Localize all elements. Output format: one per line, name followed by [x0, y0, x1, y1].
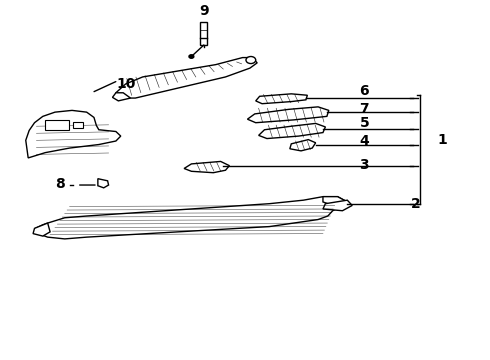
Text: 10: 10 [116, 77, 135, 91]
Circle shape [189, 55, 194, 58]
Text: 3: 3 [360, 158, 369, 172]
Polygon shape [98, 179, 109, 188]
Polygon shape [247, 107, 329, 123]
Text: 6: 6 [360, 84, 369, 98]
Polygon shape [256, 94, 307, 104]
Polygon shape [323, 197, 347, 207]
Polygon shape [290, 140, 316, 151]
Polygon shape [113, 93, 130, 101]
Text: 1: 1 [438, 133, 447, 147]
Polygon shape [33, 223, 50, 236]
Circle shape [246, 57, 256, 64]
Text: 9: 9 [199, 4, 208, 18]
Polygon shape [184, 161, 229, 173]
Text: 8: 8 [55, 177, 65, 191]
Polygon shape [323, 200, 352, 211]
Polygon shape [259, 123, 325, 139]
Text: 5: 5 [360, 116, 369, 130]
Polygon shape [116, 58, 257, 98]
Bar [74, 122, 83, 128]
Text: 2: 2 [411, 197, 420, 211]
Polygon shape [35, 197, 347, 239]
Polygon shape [26, 111, 121, 158]
Text: 4: 4 [360, 134, 369, 148]
Bar [45, 120, 69, 130]
Text: 7: 7 [360, 102, 369, 116]
Bar [200, 22, 207, 45]
